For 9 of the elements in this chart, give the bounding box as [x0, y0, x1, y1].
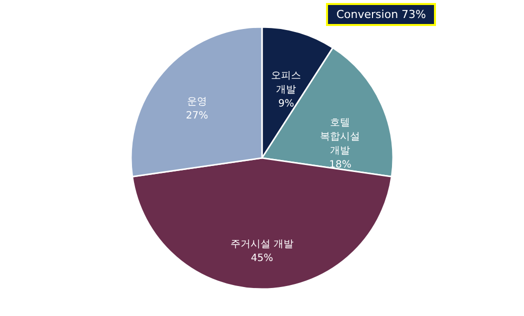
slice-label: 운영: [187, 96, 208, 108]
data-label: 45%: [250, 253, 274, 264]
text: Conversion 73%: [326, 3, 436, 26]
slice-label: 호텔 복합시설 개발: [320, 117, 360, 156]
data-label: 18%: [329, 159, 352, 170]
slice-label: 오피스 개발: [271, 70, 302, 96]
data-label: 9%: [278, 98, 294, 110]
data-label: 27%: [186, 110, 208, 122]
slice-label: 주거시설 개발: [230, 239, 294, 250]
